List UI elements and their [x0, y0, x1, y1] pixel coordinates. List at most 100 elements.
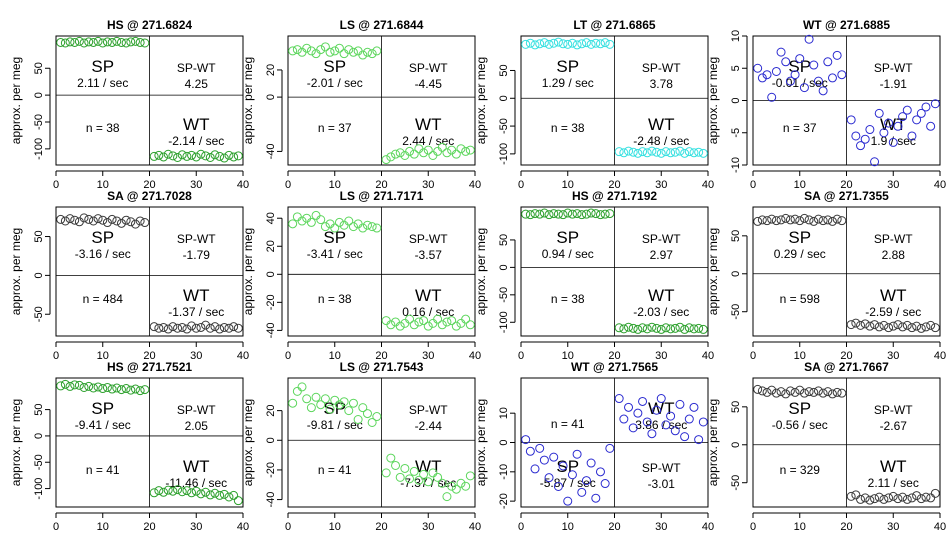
sp-point [140, 385, 150, 395]
wt-label: WT [415, 457, 441, 476]
sp-rate: -0.01 / sec [772, 76, 828, 90]
sp-point [320, 222, 330, 232]
y-tick-label: 50 [33, 230, 45, 242]
wt-point [846, 115, 856, 125]
sp-point [804, 215, 814, 225]
sp-point [320, 394, 330, 404]
sp-point [595, 467, 605, 477]
sp-point [302, 43, 312, 53]
y-tick-label: -20 [265, 294, 277, 310]
sp-point [348, 398, 358, 408]
wt-point [879, 320, 889, 330]
sp-point [98, 384, 108, 394]
sp-point [107, 384, 117, 394]
x-tick-label: 10 [562, 521, 574, 533]
n-count: n = 41 [86, 463, 120, 477]
sp-point [112, 216, 122, 226]
sp-point [591, 38, 601, 48]
wt-point [437, 320, 447, 330]
sp-point [135, 37, 145, 47]
wt-point [196, 489, 206, 499]
sp-point [827, 73, 837, 83]
wt-rate: 0.16 / sec [402, 305, 454, 319]
sp-point [353, 219, 363, 229]
x-tick-label: 30 [655, 521, 667, 533]
wt-point [419, 148, 429, 158]
y-tick-label: -50 [33, 454, 45, 470]
sp-rate: 0.94 / sec [542, 247, 594, 261]
spwt-value: -2.67 [880, 419, 908, 433]
wt-point [902, 494, 912, 504]
wt-point [461, 314, 471, 324]
wt-point [191, 486, 201, 496]
y-tick-label: -5 [730, 128, 742, 138]
wt-point [633, 324, 643, 334]
wt-point [395, 321, 405, 331]
wt-point [656, 148, 666, 158]
sp-point [567, 38, 577, 48]
x-tick-label: 0 [518, 179, 524, 191]
wt-point [173, 485, 183, 495]
sp-point [785, 386, 795, 396]
wt-point [201, 487, 211, 497]
y-tick-label: -20 [498, 493, 510, 509]
y-tick-label: 0 [730, 97, 742, 103]
sp-label: SP [556, 57, 579, 76]
chart-title: HS @ 271.7192 [572, 189, 657, 203]
x-tick-label: 30 [190, 350, 202, 362]
x-tick-label: 20 [375, 179, 387, 191]
x-tick-label: 40 [702, 521, 714, 533]
wt-point [916, 494, 926, 504]
wt-point [680, 432, 690, 442]
wt-point [912, 321, 922, 331]
sp-point [586, 208, 596, 218]
sp-point [790, 70, 800, 80]
wt-point [888, 137, 898, 147]
x-tick-label: 0 [285, 179, 291, 191]
y-axis-label: approx. per meg [9, 228, 23, 315]
wt-point [874, 108, 884, 118]
wt-point [219, 322, 229, 332]
y-axis-label: approx. per meg [706, 399, 720, 486]
sp-point [790, 387, 800, 397]
sp-point [809, 387, 819, 397]
sp-point [591, 209, 601, 219]
sp-point [818, 86, 828, 96]
y-axis-label: approx. per meg [241, 57, 255, 144]
sp-point [60, 38, 70, 48]
sp-point [116, 385, 126, 395]
x-tick-label: 0 [518, 521, 524, 533]
y-tick-label: -40 [265, 143, 277, 159]
wt-point [652, 323, 662, 333]
y-tick-label: -50 [498, 118, 510, 134]
wt-point [381, 468, 391, 478]
wt-point [865, 321, 875, 331]
sp-point [544, 39, 554, 49]
y-tick-label: -50 [33, 306, 45, 322]
wt-point [229, 322, 239, 332]
sp-label: SP [788, 399, 811, 418]
sp-point [367, 49, 377, 59]
wt-point [870, 494, 880, 504]
wt-point [633, 148, 643, 158]
wt-point [888, 321, 898, 331]
wt-point [187, 150, 197, 160]
sp-point [605, 209, 615, 219]
wt-point [159, 152, 169, 162]
x-tick-label: 0 [518, 350, 524, 362]
sp-point [325, 47, 335, 57]
sp-point [65, 37, 75, 47]
n-count: n = 38 [551, 292, 585, 306]
sp-point [339, 397, 349, 407]
sp-point [535, 443, 545, 453]
wt-point [409, 149, 419, 159]
wt-point [149, 322, 159, 332]
wt-point [907, 323, 917, 333]
wt-point [215, 151, 225, 161]
x-tick-label: 20 [375, 521, 387, 533]
wt-point [191, 323, 201, 333]
wt-point [205, 152, 215, 162]
chart-panel-8: SA @ 271.7355 0 10 20 30 40 -50 0 50 approx. per … [706, 189, 946, 362]
wt-point [888, 491, 898, 501]
